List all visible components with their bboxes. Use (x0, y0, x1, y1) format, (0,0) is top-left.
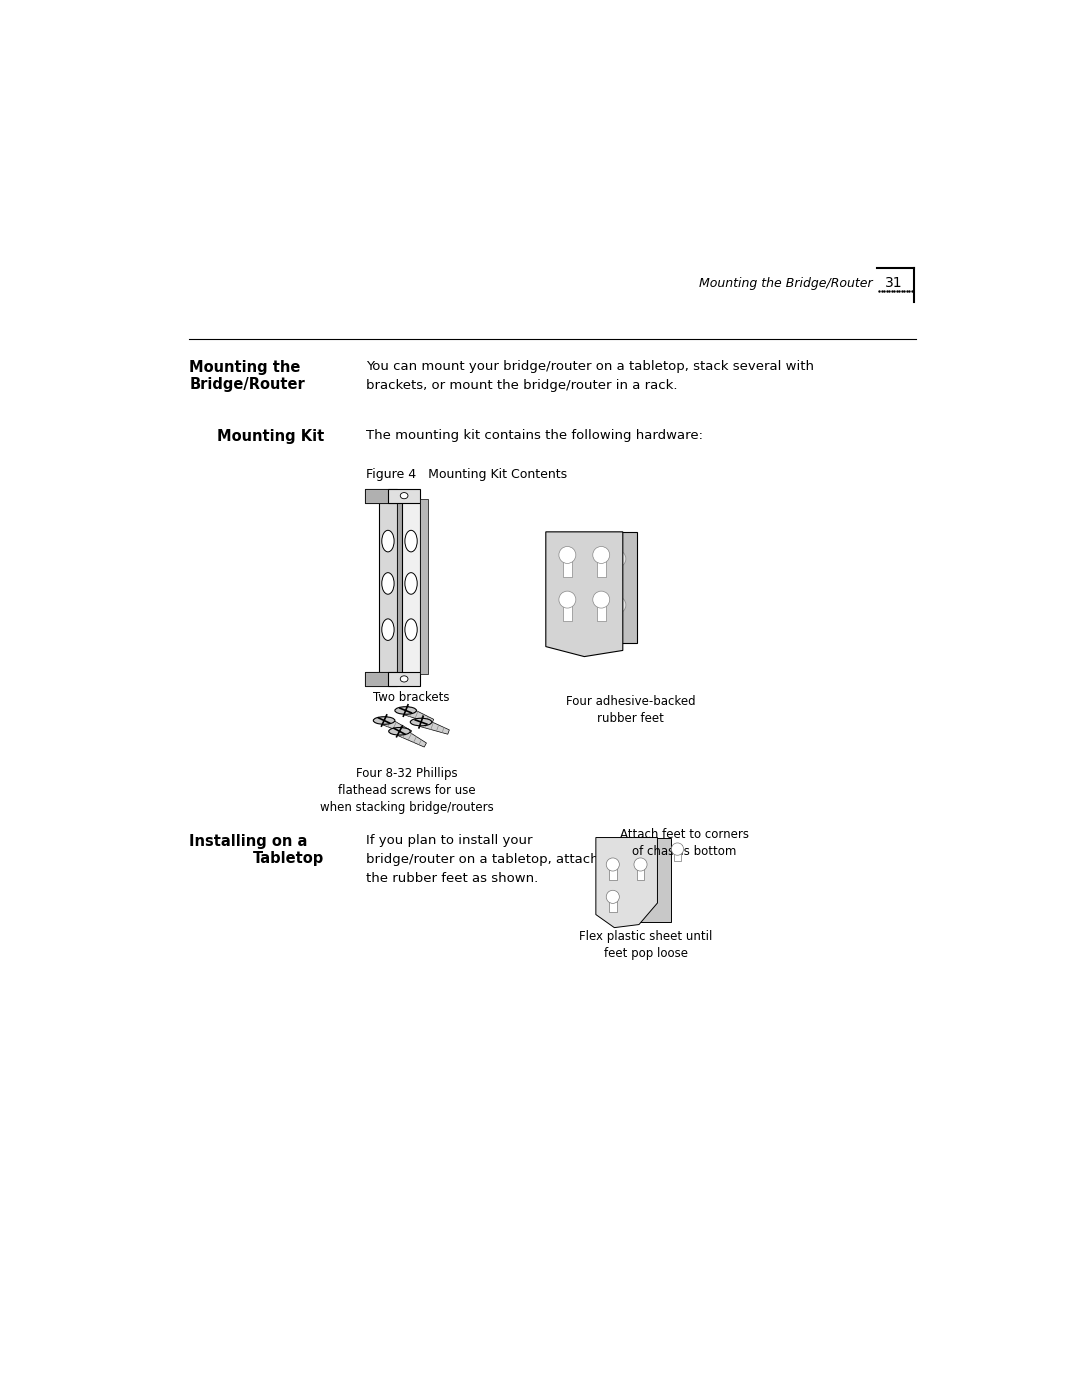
Text: Attach feet to corners
of chassis bottom: Attach feet to corners of chassis bottom (620, 828, 748, 858)
Polygon shape (365, 489, 397, 503)
Polygon shape (379, 499, 397, 673)
Ellipse shape (405, 531, 417, 552)
Polygon shape (365, 489, 388, 503)
Ellipse shape (405, 619, 417, 640)
Ellipse shape (593, 546, 610, 563)
Ellipse shape (558, 546, 576, 563)
Ellipse shape (634, 858, 647, 872)
Text: Two brackets: Two brackets (373, 692, 449, 704)
Polygon shape (563, 556, 572, 577)
Ellipse shape (410, 718, 432, 726)
Ellipse shape (606, 890, 619, 904)
Ellipse shape (609, 550, 626, 567)
Text: You can mount your bridge/router on a tabletop, stack several with
brackets, or : You can mount your bridge/router on a ta… (366, 360, 813, 391)
Polygon shape (397, 499, 420, 673)
Text: Bridge/Router: Bridge/Router (189, 377, 305, 393)
Text: Tabletop: Tabletop (253, 851, 324, 866)
Ellipse shape (606, 858, 619, 872)
Polygon shape (365, 672, 397, 686)
Polygon shape (404, 707, 434, 724)
Polygon shape (610, 838, 672, 922)
Polygon shape (382, 717, 411, 735)
Ellipse shape (558, 591, 576, 608)
Text: Installing on a: Installing on a (189, 834, 308, 849)
Polygon shape (596, 838, 658, 928)
Polygon shape (402, 499, 420, 673)
Polygon shape (388, 672, 420, 686)
Polygon shape (609, 866, 617, 880)
Text: Four adhesive-backed
rubber feet: Four adhesive-backed rubber feet (566, 696, 696, 725)
Ellipse shape (405, 573, 417, 594)
Polygon shape (559, 532, 636, 643)
Ellipse shape (401, 493, 408, 499)
Ellipse shape (401, 676, 408, 682)
Ellipse shape (382, 573, 394, 594)
Ellipse shape (382, 531, 394, 552)
Polygon shape (609, 898, 617, 912)
Polygon shape (545, 532, 623, 657)
Polygon shape (397, 728, 427, 747)
Text: Flex plastic sheet until
feet pop loose: Flex plastic sheet until feet pop loose (579, 930, 713, 960)
Polygon shape (674, 851, 681, 862)
Ellipse shape (672, 842, 684, 855)
Text: Figure 4   Mounting Kit Contents: Figure 4 Mounting Kit Contents (366, 468, 567, 481)
Text: Mounting Kit: Mounting Kit (217, 429, 324, 444)
Ellipse shape (374, 717, 395, 724)
Ellipse shape (389, 728, 410, 735)
Polygon shape (578, 606, 588, 627)
Text: The mounting kit contains the following hardware:: The mounting kit contains the following … (366, 429, 703, 443)
Polygon shape (636, 866, 645, 880)
Polygon shape (612, 560, 622, 580)
Text: Mounting the: Mounting the (189, 360, 300, 376)
Ellipse shape (377, 676, 384, 682)
Polygon shape (419, 718, 449, 735)
Polygon shape (420, 499, 428, 673)
Ellipse shape (377, 493, 384, 499)
Ellipse shape (382, 619, 394, 640)
Ellipse shape (575, 550, 591, 567)
Polygon shape (388, 489, 420, 503)
Ellipse shape (395, 707, 417, 714)
Text: 31: 31 (885, 277, 902, 291)
Polygon shape (365, 672, 388, 686)
Polygon shape (596, 601, 606, 622)
Text: If you plan to install your
bridge/router on a tabletop, attach
the rubber feet : If you plan to install your bridge/route… (366, 834, 598, 886)
Ellipse shape (593, 591, 610, 608)
Polygon shape (596, 556, 606, 577)
Text: Four 8-32 Phillips
flathead screws for use
when stacking bridge/routers: Four 8-32 Phillips flathead screws for u… (321, 767, 494, 813)
Ellipse shape (575, 597, 591, 613)
Ellipse shape (609, 597, 626, 613)
Text: Mounting the Bridge/Router: Mounting the Bridge/Router (700, 277, 873, 289)
Polygon shape (578, 560, 588, 580)
Polygon shape (563, 601, 572, 622)
Polygon shape (612, 606, 622, 627)
